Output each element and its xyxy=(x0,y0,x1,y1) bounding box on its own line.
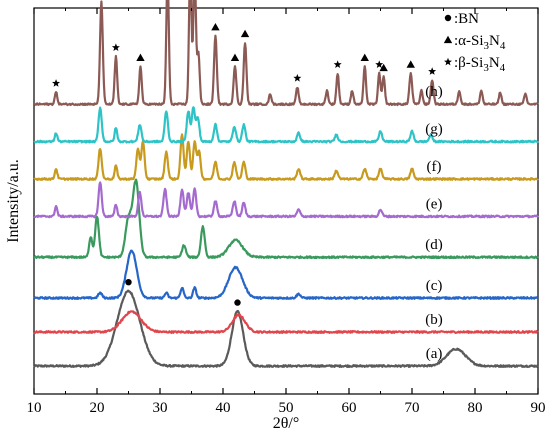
peak-marker-7-7 xyxy=(211,23,220,31)
x-tick-label-3: 40 xyxy=(216,400,231,416)
legend-marker-1 xyxy=(443,35,453,44)
x-axis-title: 2θ/° xyxy=(273,415,300,432)
xrd-curve-4 xyxy=(33,181,539,219)
markers-layer xyxy=(52,23,437,306)
peak-marker-7-8 xyxy=(230,53,240,61)
peak-marker-7-10 xyxy=(293,74,302,82)
legend-label-2: :β-Si3N4 xyxy=(454,55,506,74)
xrd-curve-2 xyxy=(33,249,539,300)
xrd-curve-6 xyxy=(33,106,539,144)
peak-marker-7-14 xyxy=(379,63,388,72)
x-tick-label-2: 30 xyxy=(153,400,168,416)
x-tick-label-0: 10 xyxy=(27,400,42,416)
peak-marker-7-2 xyxy=(111,43,120,51)
peak-marker-7-13 xyxy=(375,60,384,68)
curve-label-4: (e) xyxy=(426,196,443,212)
curve-label-3: (d) xyxy=(425,237,443,253)
x-tick-label-6: 70 xyxy=(405,400,420,416)
xrd-curve-7 xyxy=(33,0,539,107)
peak-marker-7-9 xyxy=(240,29,250,38)
peak-marker-7-12 xyxy=(360,53,369,61)
curve-label-0: (a) xyxy=(426,346,443,362)
curves-layer xyxy=(33,0,539,368)
legend-label-1: :α-Si3N4 xyxy=(454,33,506,52)
x-tick-label-4: 50 xyxy=(279,400,294,416)
xrd-curve-0 xyxy=(33,289,539,368)
curve-label-2: (c) xyxy=(426,278,443,294)
x-axis-ticks: 10 20 30 40 50 60 70 80 90 xyxy=(27,8,546,416)
peak-marker-0-1 xyxy=(234,299,241,306)
curve-label-5: (f) xyxy=(427,159,442,175)
legend-marker-2 xyxy=(444,57,452,66)
x-tick-label-7: 80 xyxy=(468,400,483,416)
peak-marker-0-0 xyxy=(125,279,132,286)
legend: :BN :α-Si3N4 :β-Si3N4 xyxy=(443,11,506,74)
xrd-curve-1 xyxy=(33,310,539,334)
legend-marker-0 xyxy=(444,14,452,22)
curve-label-6: (g) xyxy=(425,122,443,138)
peak-marker-7-16 xyxy=(428,67,437,75)
peak-marker-7-3 xyxy=(136,53,145,61)
peak-marker-7-15 xyxy=(406,60,415,68)
peak-marker-7-0 xyxy=(52,79,61,87)
curve-label-1: (b) xyxy=(425,312,443,328)
peak-marker-7-11 xyxy=(333,60,342,68)
xrd-curve-3 xyxy=(33,178,539,260)
curve-labels-layer: (a) (b) (c) (d) (e) (f) (g) (h) xyxy=(425,84,443,362)
x-tick-label-8: 90 xyxy=(531,400,546,416)
x-tick-label-1: 20 xyxy=(90,400,105,416)
y-axis-title: Intensity/a.u. xyxy=(5,159,22,243)
xrd-curve-5 xyxy=(33,133,539,181)
legend-label-0: :BN xyxy=(454,11,479,27)
x-tick-label-5: 60 xyxy=(342,400,357,416)
curve-label-7: (h) xyxy=(425,84,443,100)
